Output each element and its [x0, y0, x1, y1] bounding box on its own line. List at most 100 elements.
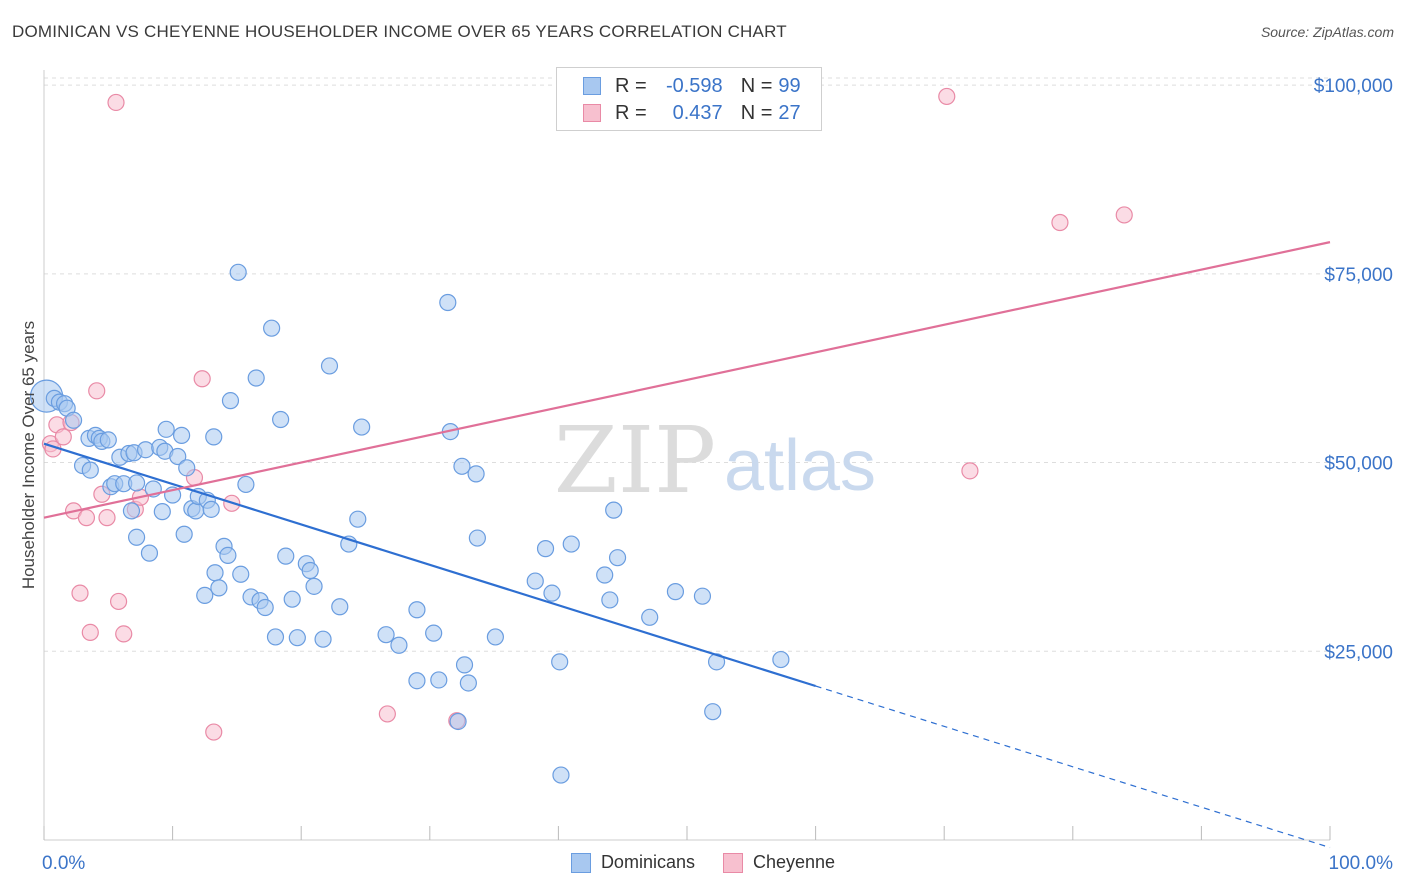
- dominican-point: [526, 572, 544, 590]
- dominican-point: [277, 547, 295, 565]
- trend-lines: [43, 241, 1331, 849]
- tick-labels: $25,000 $50,000 $75,000 $100,000 0.0% 100.0%: [42, 76, 1393, 874]
- dominican-point: [408, 672, 426, 690]
- watermark-atlas: atlas: [724, 426, 876, 506]
- dominican-point: [704, 703, 722, 721]
- dominican-point: [210, 579, 228, 597]
- dominican-point: [608, 549, 627, 567]
- dominican-point: [173, 426, 191, 444]
- legend-item-cheyenne[interactable]: Cheyenne: [722, 852, 836, 873]
- cheyenne-trend-line: [43, 241, 1331, 519]
- dominican-point: [601, 591, 619, 609]
- dominican-point: [237, 475, 255, 494]
- cheyenne-point: [961, 462, 979, 480]
- dominican-point: [127, 474, 146, 492]
- legend-r-label: R =: [615, 101, 647, 124]
- dominican-point: [641, 608, 659, 626]
- dominican-point: [301, 561, 319, 580]
- cheyenne-legend-label: Cheyenne: [752, 852, 836, 872]
- dominican-point: [127, 528, 146, 546]
- dominican-point: [439, 293, 457, 312]
- cheyenne-point: [77, 509, 96, 527]
- dominican-point: [229, 263, 247, 281]
- dominican-point: [305, 577, 323, 595]
- dominican-point: [232, 565, 250, 583]
- dominican-point: [205, 428, 223, 446]
- legend-item-dominicans[interactable]: Dominicans: [570, 852, 695, 873]
- cheyenne-point: [115, 625, 133, 643]
- cheyenne-point: [938, 87, 956, 106]
- dominican-point: [551, 653, 569, 671]
- dominican-point: [693, 587, 712, 605]
- cheyenne-point: [378, 705, 396, 723]
- dominican-point: [453, 457, 471, 475]
- dominican-point: [196, 586, 214, 605]
- watermark: ZIP atlas: [554, 407, 876, 514]
- dominican-point: [263, 319, 281, 337]
- legend-n-label: N =: [740, 101, 773, 124]
- dominican-point: [153, 503, 171, 521]
- cheyenne-point: [109, 592, 128, 611]
- dominican-point: [408, 601, 426, 619]
- dominican-point: [175, 525, 193, 543]
- dominican-point: [202, 500, 220, 518]
- dominican-point: [449, 712, 467, 731]
- y-tick-label: $75,000: [1324, 265, 1393, 286]
- dominican-point: [136, 441, 155, 459]
- dominican-point: [288, 629, 306, 647]
- correlation-legend: R = -0.598 N = 99 R = 0.437 N = 27: [556, 67, 822, 131]
- cheyenne-point: [81, 623, 99, 642]
- dominican-point: [99, 431, 117, 449]
- dominican-point: [320, 357, 339, 375]
- dominicans-points: [29, 263, 790, 784]
- dominican-point: [272, 410, 290, 429]
- x-tick-label: 100.0%: [1329, 853, 1394, 874]
- dominican-point: [331, 598, 349, 616]
- dominican-point: [596, 566, 614, 584]
- y-tick-label: $100,000: [1314, 76, 1393, 97]
- dominican-point: [178, 459, 196, 477]
- cheyenne-point: [1115, 206, 1133, 224]
- dominican-point: [486, 628, 504, 646]
- dominican-point: [552, 766, 570, 784]
- cheyenne-point: [71, 584, 89, 602]
- cheyenne-point: [88, 382, 106, 400]
- dominican-point: [605, 501, 623, 519]
- dominican-point: [247, 369, 265, 387]
- dominican-point: [283, 590, 301, 608]
- legend-n-value: 27: [778, 101, 801, 124]
- dominicans-legend-label: Dominicans: [600, 852, 695, 872]
- watermark-zip: ZIP: [554, 407, 716, 514]
- dominican-point: [666, 583, 685, 601]
- dominican-point: [122, 502, 141, 520]
- dominican-point: [266, 628, 285, 646]
- dominican-point: [140, 544, 159, 562]
- legend-r-label: R =: [615, 74, 647, 97]
- dominican-point: [377, 626, 395, 644]
- dominicans-legend-swatch: [570, 852, 591, 873]
- dominican-point: [349, 510, 367, 528]
- gridlines: [44, 77, 1330, 652]
- dominican-point: [256, 598, 274, 617]
- cheyenne-point: [98, 509, 116, 527]
- dominican-point: [468, 529, 486, 547]
- cheyenne-point: [107, 93, 125, 112]
- dominican-point: [353, 418, 371, 436]
- dominican-point: [772, 650, 790, 669]
- dominican-point: [455, 656, 474, 674]
- source-credit: Source: ZipAtlas.com: [1260, 24, 1394, 40]
- dominican-point: [467, 465, 485, 483]
- y-tick-label: $50,000: [1324, 454, 1393, 475]
- cheyenne-point: [54, 428, 72, 446]
- legend-row-cheyenne: R = 0.437 N = 27: [583, 101, 801, 125]
- series-legend: Dominicans Cheyenne: [0, 852, 1406, 873]
- dominicans-trend-line: [43, 442, 816, 688]
- dominicans-swatch: [583, 77, 601, 95]
- dominican-point: [219, 546, 237, 565]
- dominican-point: [543, 584, 561, 602]
- dominican-point: [425, 624, 443, 642]
- dominican-point: [64, 411, 83, 429]
- dominican-point: [157, 420, 175, 438]
- axes: [43, 70, 1331, 841]
